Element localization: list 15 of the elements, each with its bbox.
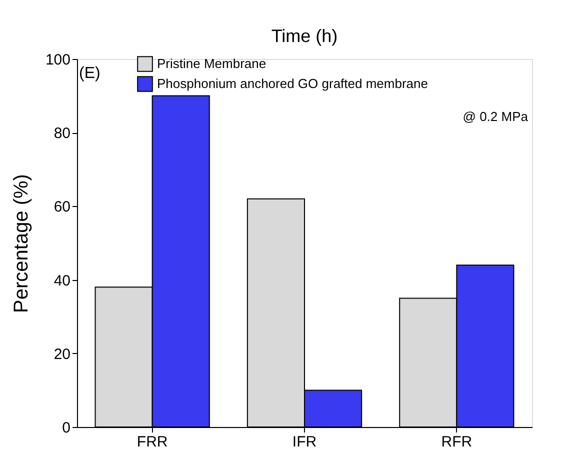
y-tick-label: 20 [54,346,70,363]
y-tick-label: 60 [54,198,70,216]
legend-label: Pristine Membrane [157,56,266,71]
x-tick-label: RFR [441,434,472,450]
annotation: @ 0.2 MPa [462,109,529,124]
y-tick-label: 40 [54,272,70,290]
annotation: (E) [79,65,100,82]
y-tick-label: 80 [54,125,70,142]
y-tick-label: 0 [62,420,70,436]
text: Time (h) [271,26,338,46]
x-tick-label: IFR [292,434,317,450]
y-axis-title: Percentage (%) [10,174,32,313]
legend-label: Phosphonium anchored GO grafted membrane [157,76,428,91]
y-tick-label: 100 [45,52,70,68]
x-tick-label: FRR [136,434,168,450]
